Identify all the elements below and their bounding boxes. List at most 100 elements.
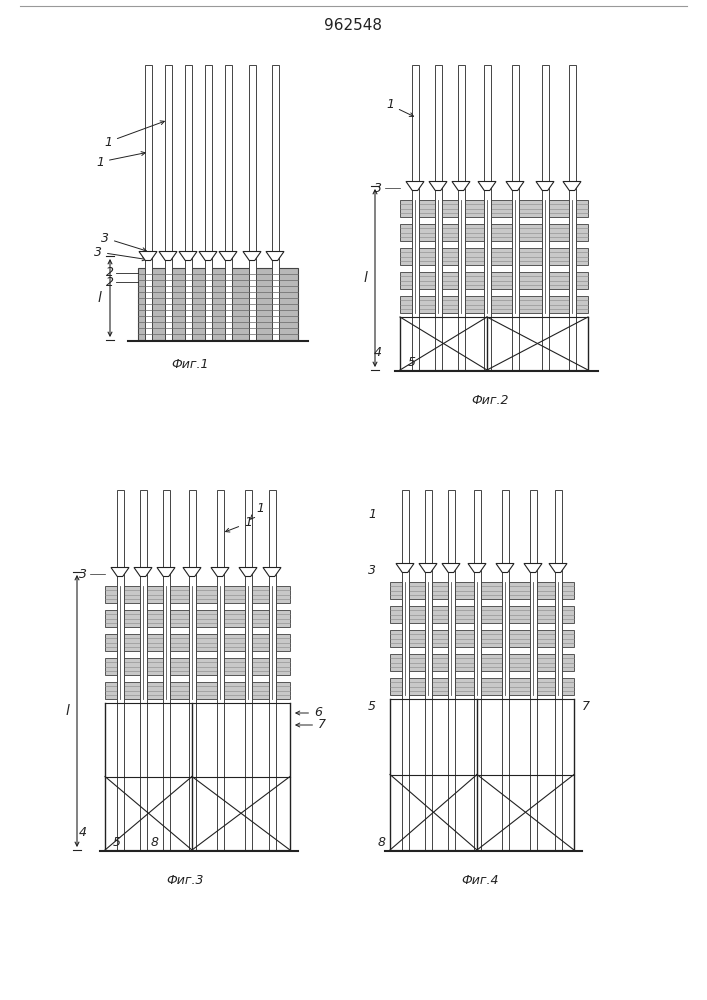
Text: 1: 1: [251, 502, 264, 519]
Bar: [554, 490, 561, 850]
Bar: [105, 610, 290, 627]
Polygon shape: [429, 182, 447, 190]
Polygon shape: [442, 564, 460, 572]
Text: Фиг.3: Фиг.3: [166, 874, 204, 886]
Bar: [105, 586, 290, 603]
Text: 962548: 962548: [324, 17, 382, 32]
Polygon shape: [396, 564, 414, 572]
Bar: [484, 65, 491, 370]
Bar: [400, 296, 588, 313]
Text: Фиг.2: Фиг.2: [472, 393, 509, 406]
Polygon shape: [134, 568, 152, 576]
Polygon shape: [266, 251, 284, 260]
Bar: [105, 658, 290, 675]
Text: Фиг.1: Фиг.1: [171, 359, 209, 371]
Bar: [568, 65, 575, 370]
Text: 3: 3: [79, 568, 87, 580]
Bar: [424, 490, 431, 850]
Polygon shape: [263, 568, 281, 576]
Bar: [411, 65, 419, 370]
Text: 1: 1: [226, 516, 252, 532]
Bar: [448, 490, 455, 850]
Text: 3: 3: [374, 182, 382, 194]
Text: 5: 5: [113, 836, 121, 848]
Text: 5: 5: [408, 356, 416, 368]
Polygon shape: [506, 182, 524, 190]
Polygon shape: [183, 568, 201, 576]
Bar: [530, 490, 537, 850]
Polygon shape: [536, 182, 554, 190]
Text: 1: 1: [386, 99, 414, 116]
Text: 7: 7: [296, 718, 326, 732]
Text: 3: 3: [368, 564, 376, 576]
Bar: [511, 65, 518, 370]
Bar: [216, 490, 223, 850]
Bar: [163, 490, 170, 850]
Polygon shape: [157, 568, 175, 576]
Polygon shape: [496, 564, 514, 572]
Bar: [189, 490, 196, 850]
Polygon shape: [219, 251, 237, 260]
Polygon shape: [159, 251, 177, 260]
Polygon shape: [111, 568, 129, 576]
Text: 8: 8: [378, 836, 386, 848]
Polygon shape: [419, 564, 437, 572]
Bar: [400, 200, 588, 217]
Bar: [501, 490, 508, 850]
Polygon shape: [549, 564, 567, 572]
Bar: [139, 490, 146, 850]
Text: l: l: [363, 271, 367, 285]
Polygon shape: [478, 182, 496, 190]
Text: 3: 3: [94, 245, 146, 261]
Bar: [400, 248, 588, 265]
Bar: [225, 65, 231, 340]
Text: 4: 4: [374, 346, 382, 359]
Polygon shape: [179, 251, 197, 260]
Bar: [400, 272, 588, 289]
Bar: [144, 65, 151, 340]
Text: 8: 8: [151, 836, 159, 848]
Polygon shape: [239, 568, 257, 576]
Bar: [474, 490, 481, 850]
Bar: [390, 654, 574, 671]
Bar: [390, 582, 574, 599]
Polygon shape: [243, 251, 261, 260]
Text: 3: 3: [101, 232, 146, 252]
Text: 6: 6: [296, 706, 322, 720]
Bar: [390, 606, 574, 623]
Bar: [269, 490, 276, 850]
Bar: [390, 678, 574, 695]
Bar: [271, 65, 279, 340]
Text: 2: 2: [106, 275, 114, 288]
Polygon shape: [452, 182, 470, 190]
Bar: [435, 65, 441, 370]
Text: 7: 7: [582, 700, 590, 714]
Polygon shape: [199, 251, 217, 260]
Polygon shape: [524, 564, 542, 572]
Bar: [400, 224, 588, 241]
Bar: [105, 634, 290, 651]
Bar: [390, 630, 574, 647]
Bar: [542, 65, 549, 370]
Text: 5: 5: [368, 700, 376, 714]
Bar: [117, 490, 124, 850]
Text: 1: 1: [104, 121, 164, 148]
Bar: [457, 65, 464, 370]
Bar: [105, 682, 290, 699]
Polygon shape: [406, 182, 424, 190]
Bar: [245, 490, 252, 850]
Text: 4: 4: [79, 826, 87, 838]
Text: Фиг.4: Фиг.4: [461, 874, 498, 886]
Text: 2: 2: [106, 266, 114, 279]
Text: 1: 1: [368, 508, 376, 522]
Bar: [204, 65, 211, 340]
Bar: [165, 65, 172, 340]
Polygon shape: [563, 182, 581, 190]
Bar: [138, 268, 298, 340]
Polygon shape: [468, 564, 486, 572]
Text: 1: 1: [96, 152, 145, 168]
Bar: [402, 490, 409, 850]
Bar: [248, 65, 255, 340]
Polygon shape: [139, 251, 157, 260]
Polygon shape: [211, 568, 229, 576]
